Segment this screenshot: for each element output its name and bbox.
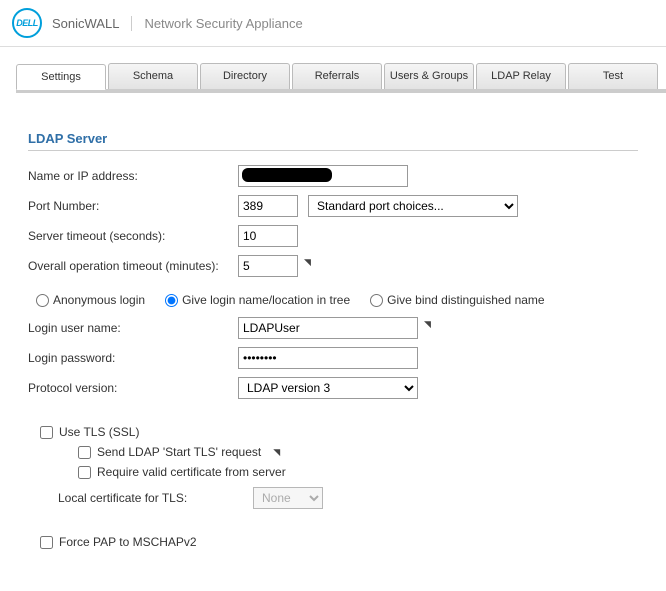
radio-anonymous-label: Anonymous login: [53, 293, 145, 307]
port-label: Port Number:: [28, 199, 238, 213]
login-user-input[interactable]: [238, 317, 418, 339]
redacted-block: [242, 168, 332, 182]
force-pap-label: Force PAP to MSCHAPv2: [59, 535, 197, 549]
port-input[interactable]: [238, 195, 298, 217]
login-pass-input[interactable]: [238, 347, 418, 369]
login-pass-label: Login password:: [28, 351, 238, 365]
caret-icon: ◥: [273, 447, 280, 458]
tab-test[interactable]: Test: [568, 63, 658, 89]
local-cert-select[interactable]: None: [253, 487, 323, 509]
caret-icon: ◥: [304, 257, 311, 268]
radio-anonymous[interactable]: Anonymous login: [36, 293, 145, 307]
login-user-label: Login user name:: [28, 321, 238, 335]
op-timeout-label: Overall operation timeout (minutes):: [28, 259, 238, 273]
brand-text: SonicWALL: [52, 16, 132, 31]
name-ip-label: Name or IP address:: [28, 169, 238, 183]
use-tls-label: Use TLS (SSL): [59, 425, 139, 439]
tab-settings[interactable]: Settings: [16, 64, 106, 90]
caret-icon: ◥: [424, 319, 431, 330]
tab-users-groups[interactable]: Users & Groups: [384, 63, 474, 89]
start-tls-label: Send LDAP 'Start TLS' request: [97, 445, 261, 459]
radio-bind-dn[interactable]: Give bind distinguished name: [370, 293, 544, 307]
server-timeout-label: Server timeout (seconds):: [28, 229, 238, 243]
radio-give-name-label: Give login name/location in tree: [182, 293, 350, 307]
tab-ldap-relay[interactable]: LDAP Relay: [476, 63, 566, 89]
local-cert-label: Local certificate for TLS:: [58, 491, 253, 505]
op-timeout-input[interactable]: [238, 255, 298, 277]
app-header: DELL SonicWALL Network Security Applianc…: [0, 0, 666, 47]
section-title: LDAP Server: [28, 113, 638, 151]
product-name: Network Security Appliance: [144, 16, 302, 31]
protocol-label: Protocol version:: [28, 381, 238, 395]
server-timeout-input[interactable]: [238, 225, 298, 247]
dell-logo: DELL: [12, 8, 42, 38]
protocol-select[interactable]: LDAP version 3: [238, 377, 418, 399]
login-mode-group: Anonymous login Give login name/location…: [36, 293, 638, 307]
radio-give-name[interactable]: Give login name/location in tree: [165, 293, 350, 307]
use-tls-checkbox[interactable]: [40, 426, 53, 439]
tab-schema[interactable]: Schema: [108, 63, 198, 89]
radio-bind-dn-label: Give bind distinguished name: [387, 293, 544, 307]
dell-logo-text: DELL: [16, 18, 38, 28]
require-cert-checkbox[interactable]: [78, 466, 91, 479]
force-pap-checkbox[interactable]: [40, 536, 53, 549]
start-tls-checkbox[interactable]: [78, 446, 91, 459]
require-cert-label: Require valid certificate from server: [97, 465, 286, 479]
tab-directory[interactable]: Directory: [200, 63, 290, 89]
content-area: LDAP Server Name or IP address: Port Num…: [0, 93, 666, 565]
tab-referrals[interactable]: Referrals: [292, 63, 382, 89]
tab-bar: Settings Schema Directory Referrals User…: [16, 63, 666, 93]
port-choice-select[interactable]: Standard port choices...: [308, 195, 518, 217]
